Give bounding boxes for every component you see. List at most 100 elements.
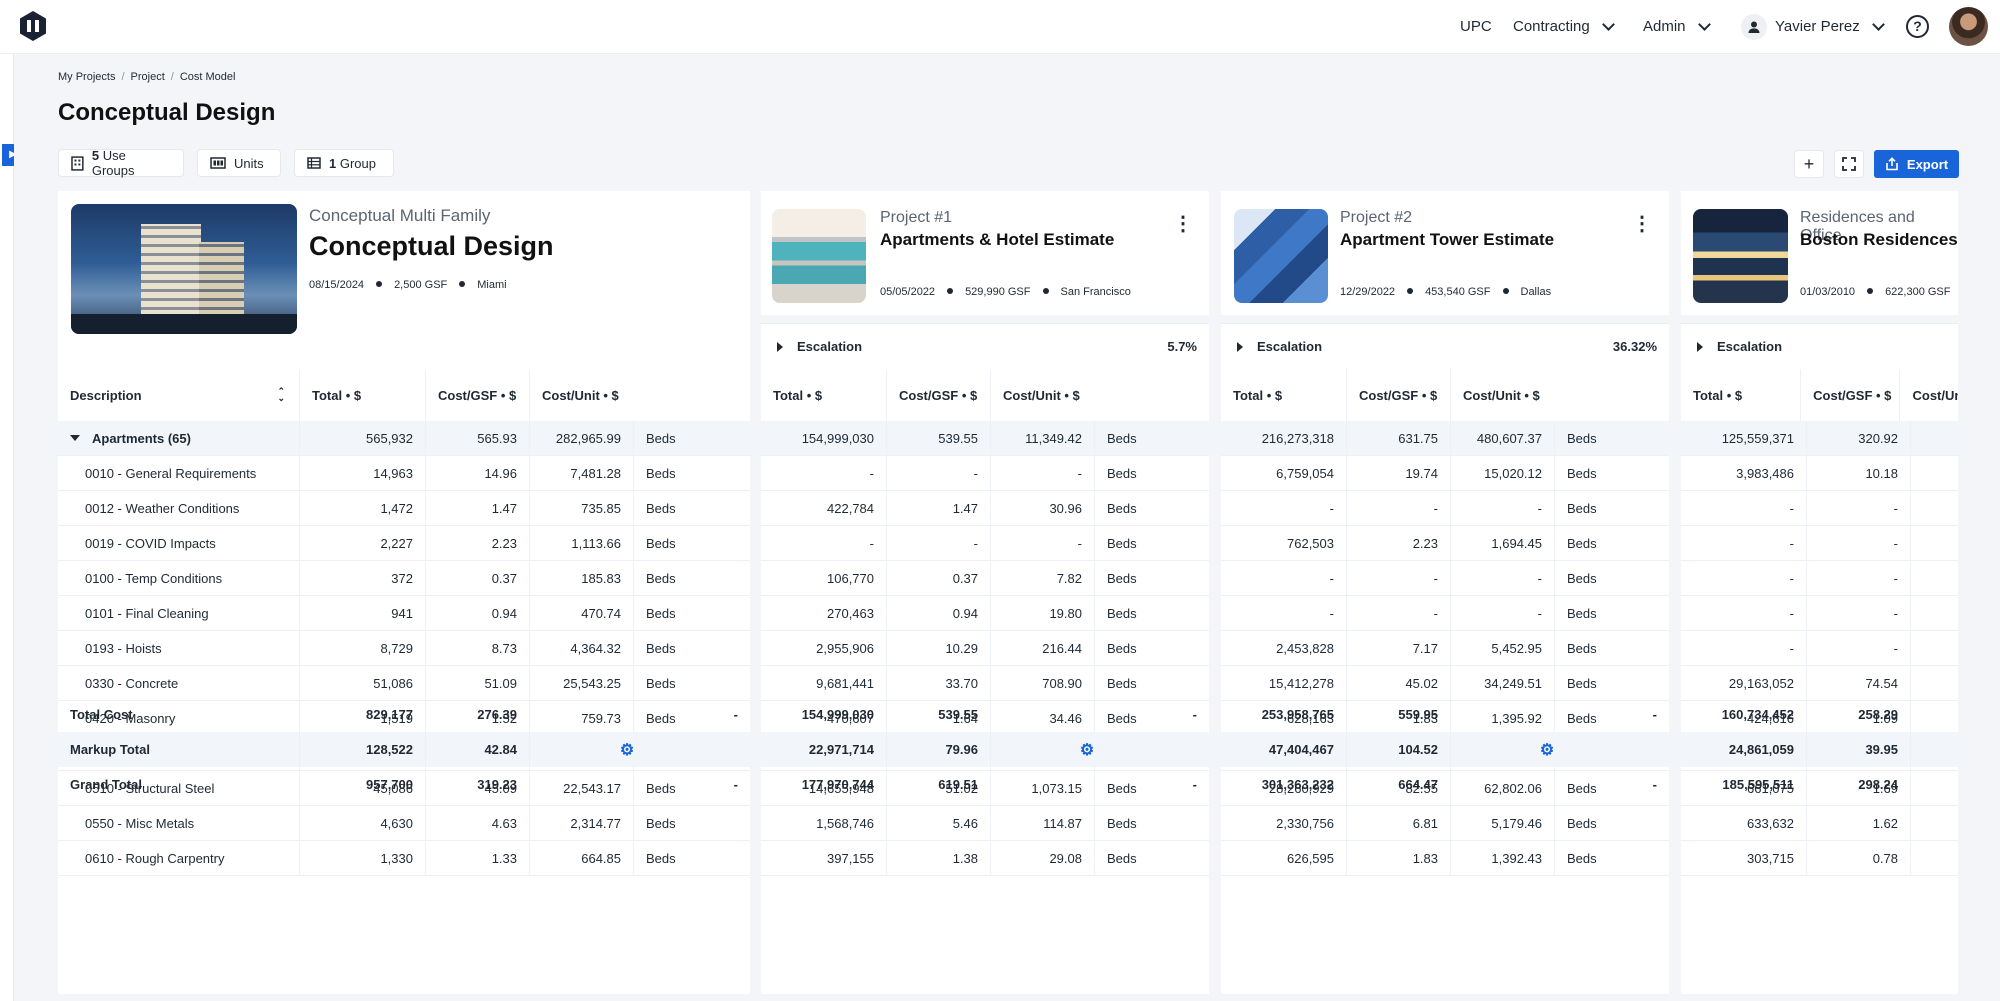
- table-row[interactable]: --: [1681, 561, 1958, 596]
- table-row[interactable]: --: [1681, 596, 1958, 631]
- project-name: Apartment Tower Estimate: [1340, 230, 1555, 249]
- units-button[interactable]: Units: [197, 149, 281, 177]
- table-row[interactable]: 15,412,278 45.02 34,249.51 Beds: [1221, 666, 1669, 701]
- cell-cost-gsf: 74.54: [1807, 666, 1911, 700]
- escalation-row[interactable]: Escalation 5.7%: [761, 323, 1209, 369]
- table-icon: [307, 157, 321, 169]
- table-row[interactable]: 14,655,948 51.02 1,073.15 Beds: [761, 771, 1209, 806]
- nav-admin-menu[interactable]: Admin: [1643, 0, 1711, 54]
- table-row[interactable]: 422,784 1.47 30.96 Beds: [761, 491, 1209, 526]
- table-row[interactable]: 2,330,756 6.81 5,179.46 Beds: [1221, 806, 1669, 841]
- table-row[interactable]: ---Beds: [761, 526, 1209, 561]
- table-row[interactable]: 28,260,929 82.55 62,802.06 Beds: [1221, 771, 1669, 806]
- markup-settings-cell: ⚙: [991, 732, 1209, 767]
- table-row-group[interactable]: 125,559,371 320.92: [1681, 421, 1958, 456]
- footer-cost-unit: -: [1652, 707, 1657, 722]
- cell-cost-unit: 1,694.45: [1451, 526, 1555, 560]
- cell-unit: Beds: [1567, 780, 1597, 796]
- table-row[interactable]: 270,463 0.94 19.80 Beds: [761, 596, 1209, 631]
- table-row[interactable]: 0010 - General Requirements 14,963 14.96 7,…: [58, 456, 750, 491]
- nav-upc[interactable]: UPC: [1460, 18, 1492, 35]
- escalation-row[interactable]: Escalation 36.32%: [1221, 323, 1669, 369]
- table-row[interactable]: 6,759,054 19.74 15,020.12 Beds: [1221, 456, 1669, 491]
- group-description[interactable]: Apartments (65): [58, 421, 300, 455]
- more-options-icon[interactable]: ⋮: [1632, 213, 1652, 235]
- cell-total: 397,155: [761, 841, 887, 875]
- caret-down-icon[interactable]: [70, 435, 80, 441]
- row-description: 0012 - Weather Conditions: [58, 491, 300, 525]
- gear-icon[interactable]: ⚙: [619, 741, 635, 759]
- add-icon[interactable]: +: [1794, 150, 1824, 178]
- table-row[interactable]: 2,955,906 10.29 216.44 Beds: [761, 631, 1209, 666]
- avatar[interactable]: [1949, 7, 1988, 46]
- use-groups-button[interactable]: 5 Use Groups: [58, 148, 184, 178]
- more-options-icon[interactable]: ⋮: [1173, 213, 1193, 235]
- table-row-group[interactable]: 216,273,318 631.75 480,607.37 Beds: [1221, 421, 1669, 456]
- table-row-group[interactable]: Apartments (65) 565,932 565.93 282,965.99 Be…: [58, 421, 750, 456]
- nav-contracting-menu[interactable]: Contracting: [1513, 0, 1615, 54]
- footer-total: 177,970,744: [761, 767, 887, 802]
- cell-total: -: [1681, 526, 1807, 560]
- table-row[interactable]: 762,503 2.23 1,694.45 Beds: [1221, 526, 1669, 561]
- table-row[interactable]: 0193 - Hoists 8,729 8.73 4,364.32 Beds: [58, 631, 750, 666]
- table-row[interactable]: 0330 - Concrete 51,086 51.09 25,543.25 Beds: [58, 666, 750, 701]
- gear-icon[interactable]: ⚙: [1539, 741, 1555, 759]
- project-image: [1693, 209, 1788, 303]
- cell-unit: Beds: [1567, 850, 1597, 866]
- cell-total: 303,715: [1681, 841, 1807, 875]
- table-row[interactable]: 633,632 1.62: [1681, 806, 1958, 841]
- table-row[interactable]: 106,770 0.37 7.82 Beds: [761, 561, 1209, 596]
- app-logo-icon[interactable]: [18, 10, 48, 42]
- cell-total: -: [761, 456, 887, 490]
- escalation-row[interactable]: Escalation: [1681, 323, 1958, 369]
- footer-cost-gsf: 39.95: [1807, 732, 1911, 767]
- table-row[interactable]: 397,155 1.38 29.08 Beds: [761, 841, 1209, 876]
- column-description[interactable]: Description ⌃ ⌄: [58, 369, 300, 421]
- table-row[interactable]: --: [1681, 491, 1958, 526]
- table-row[interactable]: 2,453,828 7.17 5,452.95 Beds: [1221, 631, 1669, 666]
- table-row[interactable]: 0550 - Misc Metals 4,630 4.63 2,314.77 Beds: [58, 806, 750, 841]
- fullscreen-icon[interactable]: [1834, 150, 1864, 178]
- table-row[interactable]: ---Beds: [1221, 561, 1669, 596]
- table-row-group[interactable]: 154,999,030 539.55 11,349.42 Beds: [761, 421, 1209, 456]
- user-menu[interactable]: Yavier Perez: [1741, 0, 1885, 54]
- table-row[interactable]: 0510 - Structural Steel 45,086 45.09 22,543…: [58, 771, 750, 806]
- cell-total: -: [1681, 491, 1807, 525]
- cell-total: -: [1681, 596, 1807, 630]
- table-row[interactable]: 0012 - Weather Conditions 1,472 1.47 735.85…: [58, 491, 750, 526]
- project-meta: 01/03/2010 622,300 GSF: [1800, 286, 1951, 298]
- left-rail: ▶: [0, 54, 24, 1001]
- group-button[interactable]: 1 Group: [294, 149, 394, 177]
- table-row[interactable]: ---Beds: [1221, 596, 1669, 631]
- table-row[interactable]: 1,568,746 5.46 114.87 Beds: [761, 806, 1209, 841]
- sort-icon[interactable]: ⌃ ⌄: [277, 386, 285, 403]
- units-label: Units: [234, 155, 264, 171]
- export-button[interactable]: Export: [1874, 150, 1959, 178]
- table-row[interactable]: 0100 - Temp Conditions 372 0.37 185.83 Beds: [58, 561, 750, 596]
- table-row[interactable]: ---Beds: [761, 456, 1209, 491]
- breadcrumb-my-projects[interactable]: My Projects: [58, 71, 116, 83]
- table-row[interactable]: 29,163,052 74.54: [1681, 666, 1958, 701]
- table-row[interactable]: ---Beds: [1221, 491, 1669, 526]
- table-row[interactable]: 9,681,441 33.70 708.90 Beds: [761, 666, 1209, 701]
- table-row[interactable]: 0019 - COVID Impacts 2,227 2.23 1,113.66 Bed…: [58, 526, 750, 561]
- breadcrumb-project[interactable]: Project: [130, 71, 165, 83]
- column-cost-unit: Cost/Unit • $: [542, 387, 619, 403]
- grand-total-row: Grand Total 957,700 319.23 -: [58, 767, 750, 802]
- cell-cost-gsf: 2.23: [1347, 526, 1451, 560]
- table-row[interactable]: 303,715 0.78: [1681, 841, 1958, 876]
- project-city: San Francisco: [1060, 286, 1131, 298]
- gear-icon[interactable]: ⚙: [1079, 741, 1095, 759]
- cell-cost-unit: 62,802.06: [1451, 771, 1555, 805]
- markup-total-row: 24,861,059 39.95: [1681, 732, 1958, 767]
- column-total: Total • $: [761, 369, 887, 421]
- help-icon[interactable]: ?: [1906, 15, 1929, 38]
- table-row[interactable]: 0101 - Final Cleaning 941 0.94 470.74 Beds: [58, 596, 750, 631]
- table-row[interactable]: --: [1681, 526, 1958, 561]
- table-row[interactable]: 3,983,486 10.18: [1681, 456, 1958, 491]
- table-row[interactable]: 661,075 1.69: [1681, 771, 1958, 806]
- table-row[interactable]: --: [1681, 631, 1958, 666]
- table-row[interactable]: 626,595 1.83 1,392.43 Beds: [1221, 841, 1669, 876]
- table-row[interactable]: 0610 - Rough Carpentry 1,330 1.33 664.85 Bed…: [58, 841, 750, 876]
- markup-total-row: 47,404,467 104.52 ⚙: [1221, 732, 1669, 767]
